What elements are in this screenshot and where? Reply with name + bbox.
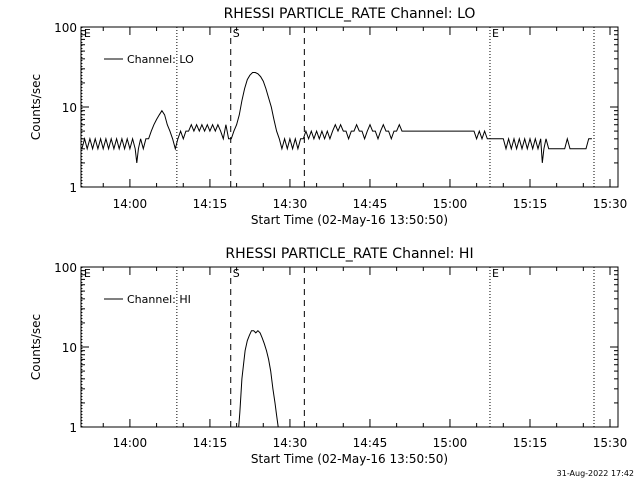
y-tick-label: 100: [54, 21, 77, 35]
x-tick-label: 14:00: [113, 197, 148, 211]
time-marker-label: E: [84, 267, 91, 280]
legend-label: Channel: LO: [127, 53, 194, 66]
x-tick-label: 15:30: [593, 436, 628, 450]
y-tick-label: 10: [62, 101, 77, 115]
x-axis-label: Start Time (02-May-16 13:50:50): [251, 213, 448, 227]
series-line: [238, 329, 279, 428]
x-tick-label: 14:45: [353, 197, 388, 211]
chart-panel-1: RHESSI PARTICLE_RATE Channel: LO 14:00 14:…: [29, 6, 627, 227]
x-tick-label: 14:30: [273, 436, 308, 450]
y-axis-label: Counts/sec: [29, 74, 43, 140]
x-tick-label: 14:45: [353, 436, 388, 450]
y-axis-label: Counts/sec: [29, 314, 43, 380]
legend-label: Channel: HI: [127, 293, 191, 306]
x-tick-label: 15:00: [433, 197, 468, 211]
time-marker-label: S: [233, 267, 240, 280]
chart-title: RHESSI PARTICLE_RATE Channel: LO: [224, 6, 476, 22]
x-tick-label: 15:15: [513, 197, 548, 211]
time-marker-label: E: [492, 267, 499, 280]
time-marker-label: E: [84, 27, 91, 40]
series-line: [81, 72, 592, 163]
y-tick-label: 100: [54, 261, 77, 275]
y-tick-label: 10: [62, 341, 77, 355]
x-tick-label: 14:00: [113, 436, 148, 450]
time-marker-label: E: [492, 27, 499, 40]
x-axis-label: Start Time (02-May-16 13:50:50): [251, 452, 448, 466]
x-tick-label: 14:30: [273, 197, 308, 211]
chart-panel-2: RHESSI PARTICLE_RATE Channel: HI 14:00 14:…: [29, 246, 627, 466]
x-tick-label: 15:15: [513, 436, 548, 450]
x-tick-label: 15:00: [433, 436, 468, 450]
x-tick-label: 14:15: [193, 197, 228, 211]
x-tick-label: 15:30: [593, 197, 628, 211]
y-tick-label: 1: [69, 181, 77, 195]
plot-frame: [80, 26, 619, 188]
time-marker-label: S: [233, 27, 240, 40]
y-tick-label: 1: [69, 421, 77, 435]
footer-timestamp: 31-Aug-2022 17:42: [556, 469, 634, 478]
x-tick-label: 14:15: [193, 436, 228, 450]
chart-title: RHESSI PARTICLE_RATE Channel: HI: [225, 246, 473, 262]
plot-frame: [80, 266, 619, 428]
